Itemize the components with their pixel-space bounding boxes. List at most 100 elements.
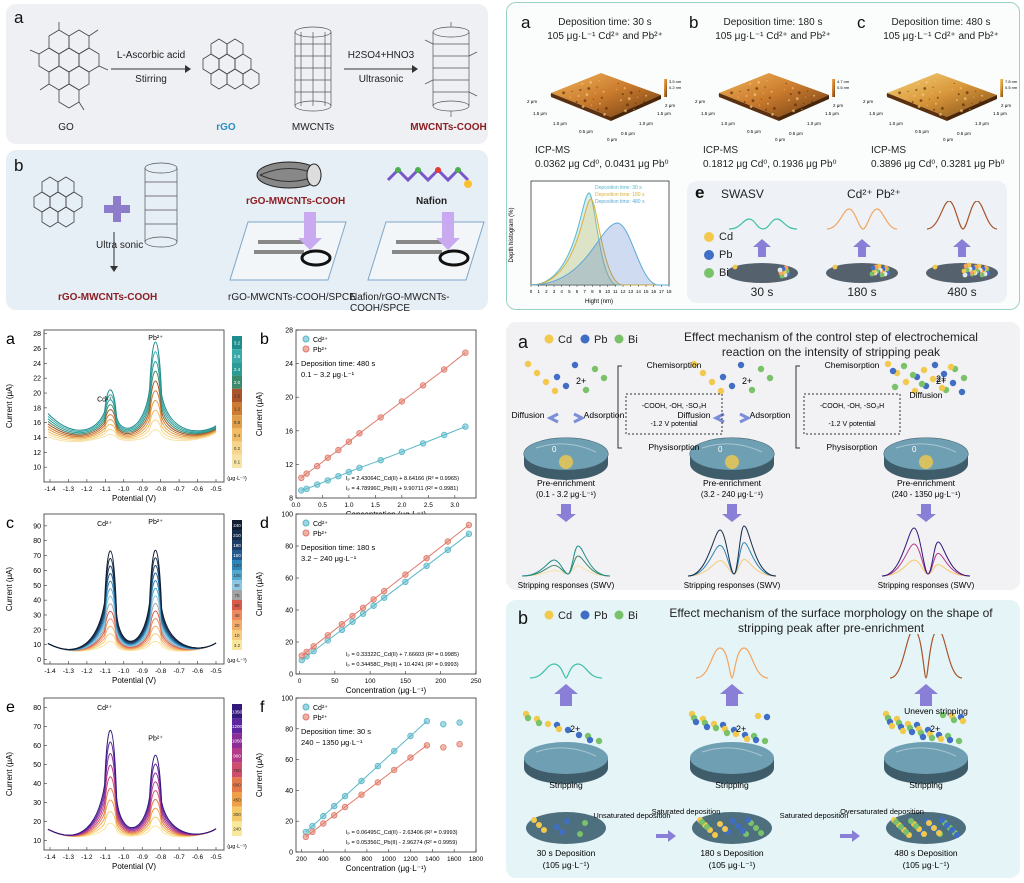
deposited-ion xyxy=(753,825,759,831)
data-point xyxy=(302,833,309,840)
ion xyxy=(889,367,897,375)
y-tick-label: 18 xyxy=(33,405,41,412)
scale-swatch xyxy=(232,402,242,416)
deposition-label: 180 s Deposition xyxy=(700,848,764,858)
deposited-ion xyxy=(898,824,904,830)
hist-tick-label: 6 xyxy=(576,289,579,294)
data-point xyxy=(320,812,327,820)
data-point xyxy=(338,621,346,628)
deposit-disk xyxy=(526,812,606,844)
afm-texture xyxy=(783,88,785,91)
hist-tick-label: 14 xyxy=(636,289,642,294)
scale-label: 150 xyxy=(233,553,241,558)
data-point xyxy=(462,349,469,356)
afm-texture xyxy=(792,109,795,113)
x-tick-label: 1.0 xyxy=(344,502,353,509)
y-tick-label: 16 xyxy=(285,428,293,435)
spce-nafion-electrode-icon xyxy=(367,212,485,281)
data-point xyxy=(358,791,365,798)
afm-texture xyxy=(987,99,990,102)
swasv-ion xyxy=(832,264,838,270)
data-point xyxy=(303,470,310,477)
y-tick-label: 10 xyxy=(33,465,41,472)
y-tick-label: 20 xyxy=(33,819,41,826)
afm-texture xyxy=(911,101,914,103)
afm-axis-label: 1.0 μm xyxy=(553,121,567,126)
calibration-chart-b: b812162024280.00.51.01.52.02.53.0Concent… xyxy=(255,328,477,519)
pb-peak-label: Pb²⁺ xyxy=(148,335,163,342)
voltammogram-curve xyxy=(47,753,217,836)
afm-texture xyxy=(770,90,773,93)
cnt-render-icon xyxy=(256,161,322,189)
chart-note: Deposition time: 180 s xyxy=(301,543,375,552)
data-point xyxy=(423,562,430,569)
scale-label: 105 xyxy=(233,573,241,578)
scale-label: 1350 xyxy=(232,709,243,714)
plot-frame xyxy=(295,513,477,675)
x-tick-label: -1.0 xyxy=(118,486,130,493)
afm-texture xyxy=(773,107,776,110)
pb-dot-icon xyxy=(580,334,590,344)
scale-swatch xyxy=(232,560,242,570)
scale-label: 750 xyxy=(233,768,241,773)
ion xyxy=(571,361,579,369)
mech-b-title-2: stripping peak after pre-enrichment xyxy=(737,621,925,635)
ion xyxy=(931,361,939,369)
ion xyxy=(743,735,751,743)
scale-swatch xyxy=(232,821,242,836)
stripping-curve xyxy=(687,525,777,577)
ion xyxy=(533,369,541,377)
afm-texture xyxy=(941,107,944,110)
deposited-ion xyxy=(554,824,560,830)
scale-swatch xyxy=(232,620,242,630)
afm-surface: 4.7 nm0.5 nm 2 μm 1.5 μm 1.0 μm 0.5 μm 0 μm 0.… xyxy=(695,73,849,142)
scale-swatch xyxy=(232,349,242,363)
ion xyxy=(723,729,731,737)
ion xyxy=(928,734,936,742)
ion xyxy=(946,736,954,744)
hist-tick-label: 17 xyxy=(659,289,665,294)
afm-texture xyxy=(619,99,622,102)
ion xyxy=(535,719,543,727)
ion xyxy=(959,717,967,725)
mech-a-legend-cd: Cd xyxy=(558,334,573,346)
stripping-curve xyxy=(881,527,971,577)
x-tick-label: -1.1 xyxy=(100,486,112,493)
swasv-ion xyxy=(962,272,968,278)
deposited-ion xyxy=(908,818,914,824)
scale-swatch xyxy=(232,570,242,580)
afm-texture xyxy=(955,99,958,102)
afm-texture xyxy=(953,82,955,85)
y-tick-label: 30 xyxy=(33,612,41,619)
afm-texture xyxy=(928,98,930,100)
data-point xyxy=(465,530,473,537)
ion xyxy=(699,369,707,377)
swasv-ion xyxy=(777,267,783,273)
data-point xyxy=(444,538,451,545)
afm-axis-label: 0.5 μm xyxy=(957,131,971,136)
hist-tick-label: 10 xyxy=(605,289,611,294)
mechanism-panel-b: b Cd Pb Bi Effect mechanism of the surfa… xyxy=(506,600,1020,878)
x-tick-label: -0.6 xyxy=(192,486,204,493)
afm-texture xyxy=(917,82,920,85)
voltammogram-curve xyxy=(47,399,217,439)
afm-texture xyxy=(718,94,720,96)
mech-b-stage: 2+ Stripping 30 s Deposition (105 μg·L⁻¹) xyxy=(522,663,608,870)
hist-tick-label: 11 xyxy=(613,289,618,294)
x-tick-label: -1.2 xyxy=(81,668,93,675)
data-point xyxy=(310,643,317,650)
panel-letter: f xyxy=(260,699,265,716)
y-tick-label: 100 xyxy=(281,696,293,703)
afm-zmin: 0.2 nm xyxy=(669,85,681,90)
y-tick-label: 8 xyxy=(289,496,293,503)
mwcnts-cooh-label: MWCNTs-COOH xyxy=(410,122,487,133)
swasv-ion xyxy=(869,271,875,277)
afm-texture xyxy=(959,87,962,90)
scale-label: 0.4 xyxy=(234,433,241,438)
scale-swatch xyxy=(232,610,242,620)
afm-texture xyxy=(602,90,605,93)
afm-texture xyxy=(766,102,769,105)
y-tick-label: 28 xyxy=(285,328,293,335)
afm-texture xyxy=(965,91,969,95)
afm-texture xyxy=(579,89,582,91)
